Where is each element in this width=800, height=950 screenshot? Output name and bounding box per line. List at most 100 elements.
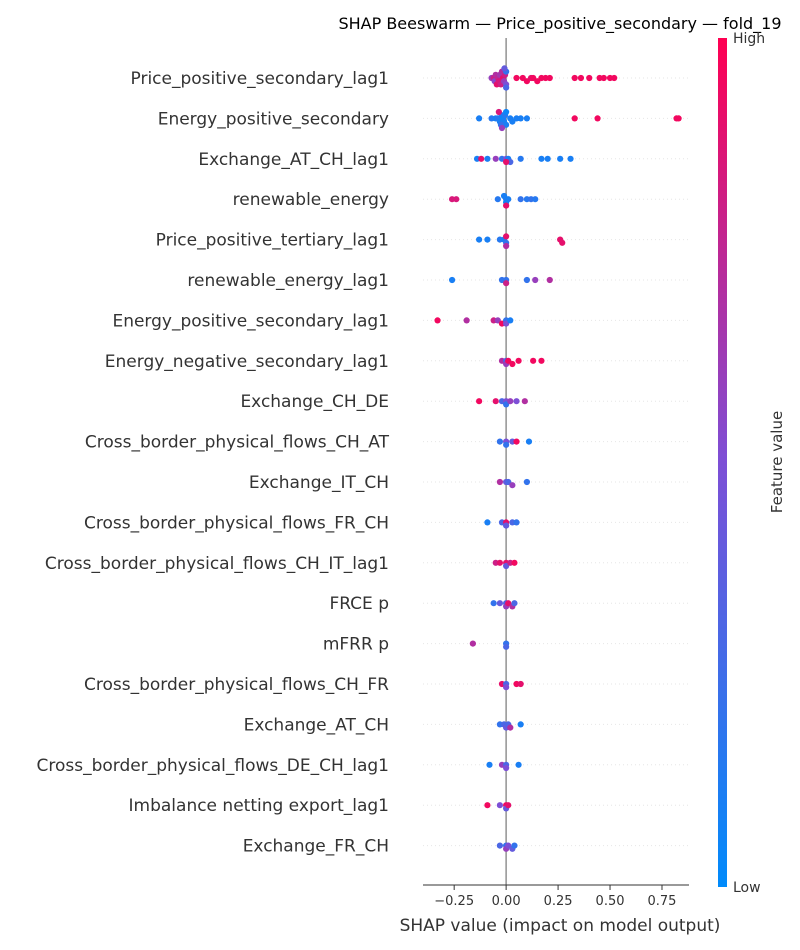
shap-point: [492, 155, 499, 162]
shap-point: [675, 115, 682, 122]
feature-label: Price_positive_tertiary_lag1: [156, 231, 389, 251]
feature-label: Cross_border_physical_flows_DE_CH_lag1: [36, 756, 389, 776]
shap-point: [503, 764, 510, 772]
shap-point: [434, 317, 441, 324]
shap-point: [567, 155, 574, 162]
shap-point: [513, 438, 520, 445]
shap-point: [448, 276, 456, 284]
feature-label: Price_positive_secondary_lag1: [131, 69, 390, 89]
feature-label: Cross_border_physical_flows_CH_AT: [85, 433, 390, 453]
shap-point: [503, 108, 510, 116]
shap-point: [498, 124, 506, 132]
shap-point: [507, 317, 514, 324]
shap-point: [503, 242, 510, 250]
shap-point: [496, 802, 503, 809]
shap-point: [505, 802, 512, 809]
shap-point: [523, 478, 531, 486]
colorbar-high-label: High: [733, 31, 765, 47]
shap-point: [476, 236, 483, 243]
shap-point: [515, 357, 522, 364]
x-tick-label: 0.50: [596, 894, 625, 909]
shap-point: [503, 158, 510, 166]
shap-point: [546, 74, 553, 82]
shap-point: [484, 802, 491, 809]
shap-point: [503, 84, 510, 91]
shap-point: [496, 438, 503, 445]
shap-point: [600, 74, 607, 82]
shap-point: [517, 196, 524, 203]
feature-label: Exchange_FR_CH: [243, 837, 389, 857]
shap-point: [496, 478, 503, 486]
feature-label: Energy_positive_secondary: [158, 109, 389, 129]
shap-point: [492, 398, 499, 405]
shap-point: [507, 724, 514, 731]
shap-point: [505, 196, 512, 203]
shap-point: [496, 600, 503, 607]
shap-point: [503, 684, 510, 691]
shap-point: [503, 441, 510, 448]
shap-point: [515, 761, 522, 768]
shap-point: [476, 115, 483, 122]
feature-label: Energy_negative_secondary_lag1: [105, 352, 389, 372]
shap-point: [484, 236, 491, 243]
shap-point: [538, 357, 545, 364]
x-tick-label: 0.25: [544, 894, 573, 909]
shap-point: [503, 233, 510, 240]
shap-point: [478, 155, 485, 162]
feature-label: FRCE p: [329, 594, 389, 614]
shap-point: [538, 155, 545, 162]
x-tick-label: 0.00: [492, 894, 521, 909]
shap-point: [517, 155, 524, 162]
feature-label: Exchange_IT_CH: [249, 473, 389, 493]
shap-point: [503, 522, 510, 529]
shap-point: [503, 643, 510, 650]
shap-point: [525, 438, 533, 445]
shap-point: [517, 680, 524, 688]
shap-point: [530, 357, 537, 364]
shap-point: [490, 600, 497, 607]
feature-label: Exchange_AT_CH_lag1: [198, 150, 389, 170]
feature-label: Energy_positive_secondary_lag1: [112, 311, 389, 331]
shap-point: [517, 115, 524, 122]
shap-point: [546, 276, 553, 284]
shap-point: [532, 196, 539, 203]
shap-point: [523, 276, 531, 284]
shap-point: [557, 155, 564, 162]
shap-point: [484, 155, 491, 162]
feature-label: renewable_energy_lag1: [187, 271, 389, 291]
shap-point: [463, 317, 470, 324]
shap-point: [571, 115, 578, 122]
colorbar-low-label: Low: [733, 880, 761, 896]
x-axis-label: SHAP value (impact on model output): [400, 916, 721, 936]
shap-point: [559, 239, 566, 246]
shap-point: [453, 196, 460, 203]
shap-point: [503, 280, 510, 287]
feature-label: Cross_border_physical_flows_CH_FR: [84, 675, 389, 695]
shap-point: [501, 65, 508, 72]
shap-point: [594, 115, 601, 122]
colorbar: [718, 38, 727, 887]
shap-point: [517, 721, 524, 728]
chart-title: SHAP Beeswarm — Price_positive_secondary…: [338, 14, 781, 34]
shap-point: [476, 398, 483, 405]
shap-point: [494, 196, 501, 203]
shap-point: [544, 155, 551, 162]
feature-label: Exchange_CH_DE: [240, 392, 389, 412]
shap-point: [513, 519, 520, 526]
shap-point: [513, 398, 520, 405]
shap-point: [507, 398, 514, 405]
shap-point: [611, 74, 618, 82]
feature-labels: Price_positive_secondary_lag1 Energy_posi…: [36, 69, 389, 857]
shap-point: [509, 482, 516, 489]
shap-point: [496, 559, 503, 566]
colorbar-title: Feature value: [768, 411, 786, 513]
shap-point: [495, 108, 502, 116]
data-points: [434, 65, 682, 852]
shap-point: [496, 842, 503, 849]
feature-label: renewable_energy: [233, 190, 389, 210]
feature-label: mFRR p: [323, 635, 389, 655]
shap-point: [523, 115, 531, 122]
shap-point: [532, 276, 539, 284]
shap-point: [484, 519, 491, 526]
shap-point: [503, 202, 510, 209]
